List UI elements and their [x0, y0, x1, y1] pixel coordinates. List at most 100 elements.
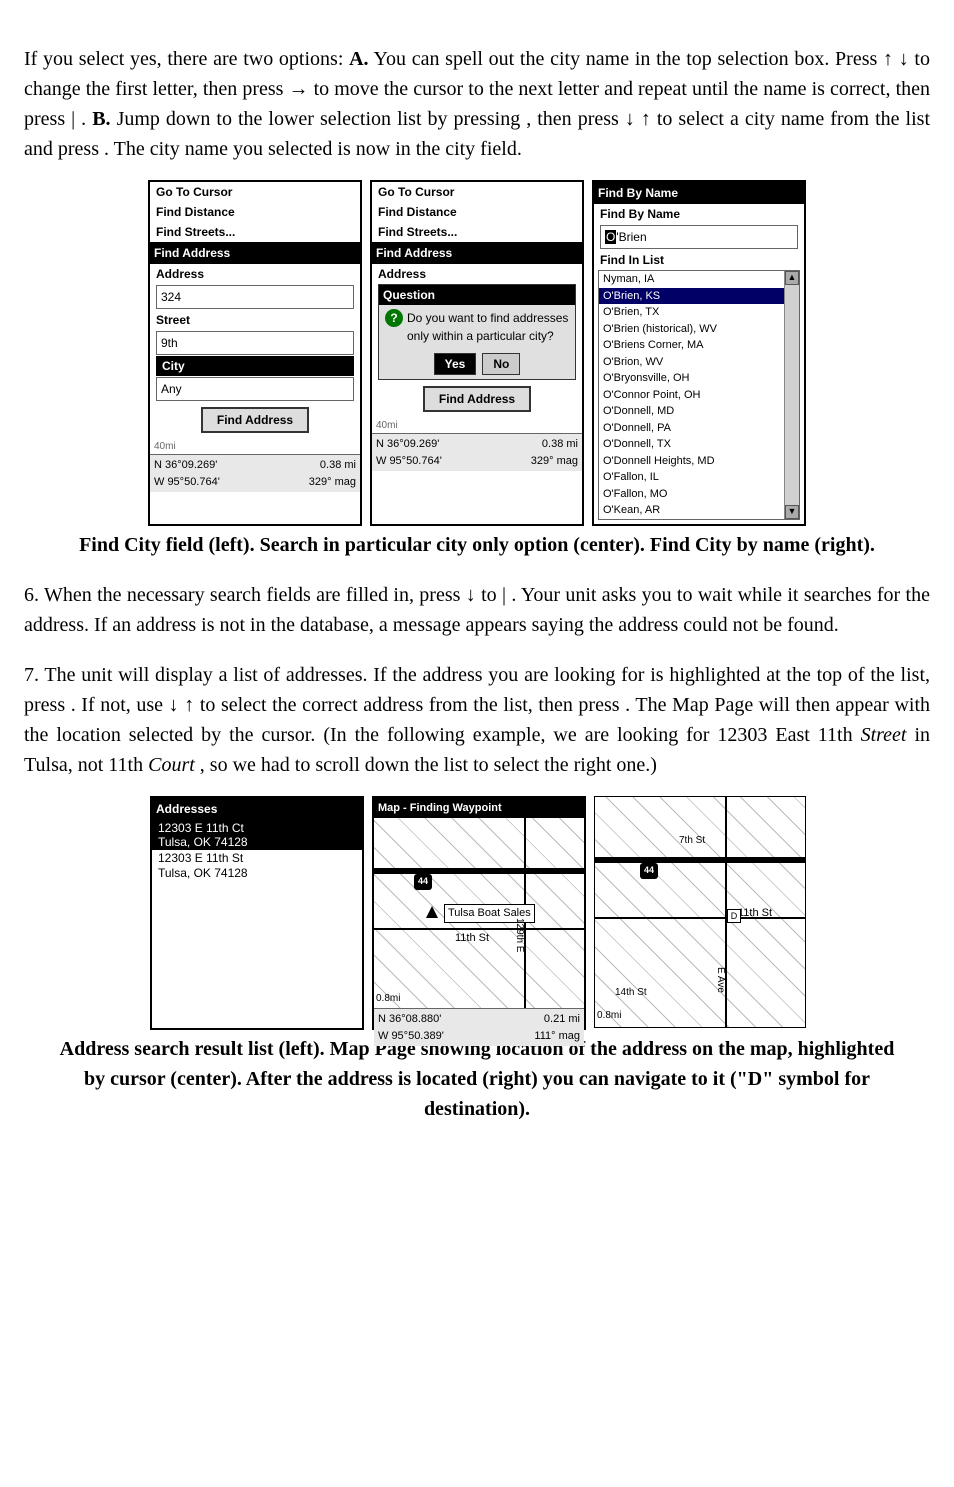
p1-b: A. [349, 48, 368, 70]
coord-n: N 36°09.269' [376, 436, 442, 453]
menu-item[interactable]: Find Distance [372, 202, 582, 222]
gps-center: Go To Cursor Find Distance Find Streets.… [370, 180, 584, 526]
p1-f: B. [92, 108, 110, 130]
addr-line1: 12303 E 11th Ct [158, 821, 244, 835]
address-result[interactable]: 12303 E 11th St Tulsa, OK 74128 [152, 850, 362, 881]
coord-footer: N 36°09.269' W 95°50.764' 0.38 mi 329° m… [150, 454, 360, 492]
addr-line1: 12303 E 11th St [158, 851, 243, 865]
map-destination: 44 7th St 11th St 14th St E Ave D 0.8mi [594, 796, 804, 1026]
yes-button[interactable]: Yes [434, 353, 477, 375]
step-7-paragraph: 7. The unit will display a list of addre… [24, 660, 930, 780]
addresses-title: Addresses [152, 798, 362, 820]
address-label: Address [150, 264, 360, 284]
list-item[interactable]: O'Connor Point, OH [599, 387, 785, 404]
find-address-button[interactable]: Find Address [201, 407, 309, 433]
list-item[interactable]: O'Brien (historical), WV [599, 321, 785, 338]
addresses-box: Addresses 12303 E 11th Ct Tulsa, OK 7412… [150, 796, 364, 1030]
gps-left: Go To Cursor Find Distance Find Streets.… [148, 180, 362, 526]
menu-item[interactable]: Find Distance [150, 202, 360, 222]
question-dialog: Question ? Do you want to find addresses… [378, 284, 576, 380]
address-label: Address [372, 264, 582, 284]
street-label: 14th St [615, 985, 647, 1000]
map-area[interactable]: 44 Tulsa Boat Sales 11th St 129th E 0.8m… [374, 818, 584, 1008]
map-area[interactable]: 44 7th St 11th St 14th St E Ave D 0.8mi [594, 796, 806, 1028]
list-item[interactable]: O'Kean, AR [599, 502, 785, 519]
p1-a: If you select yes, there are two options… [24, 48, 349, 70]
find-by-name-title: Find By Name [594, 182, 804, 204]
p3-d: Street [861, 724, 907, 746]
coord-w: W 95°50.389' [378, 1028, 444, 1045]
p1-i: . The city name you selected is now in t… [104, 138, 522, 160]
p3-b: . If not, use ↓ ↑ to select the correct … [71, 694, 625, 716]
street-input[interactable]: 9th [156, 331, 354, 355]
intro-paragraph: If you select yes, there are two options… [24, 44, 930, 164]
question-icon: ? [385, 309, 403, 327]
city-label: City [156, 356, 354, 376]
ave-label: E Ave [713, 967, 728, 993]
find-address-button[interactable]: Find Address [423, 386, 531, 412]
step-6-paragraph: 6. When the necessary search fields are … [24, 580, 930, 640]
list-item[interactable]: O'Bryonsville, OH [599, 370, 785, 387]
find-address-title: Find Address [150, 242, 360, 264]
addr-line2: Tulsa, OK 74128 [158, 866, 248, 880]
list-item[interactable]: O'Fallon, IL [599, 469, 785, 486]
map-scale: 0.8mi [597, 1008, 621, 1023]
no-button[interactable]: No [482, 353, 520, 375]
p1-d: | [71, 108, 81, 130]
coord-w: W 95°50.764' [376, 453, 442, 470]
list-item[interactable]: O'Brien, TX [599, 304, 785, 321]
list-item[interactable]: O'Brion, WV [599, 354, 785, 371]
question-text: Do you want to find addresses only withi… [407, 309, 569, 345]
street-label: 11th St [452, 930, 492, 947]
coord-footer: N 36°08.880' W 95°50.389' 0.21 mi 111° m… [374, 1008, 584, 1046]
p1-e: . [81, 108, 92, 130]
destination-icon: D [727, 909, 741, 923]
menu-item[interactable]: Go To Cursor [150, 182, 360, 202]
list-item[interactable]: O'Brien, KS [599, 288, 785, 305]
coord-w: W 95°50.764' [154, 474, 220, 491]
menu-item[interactable]: Go To Cursor [372, 182, 582, 202]
street-label: Street [150, 310, 360, 330]
bearing: 111° mag [534, 1028, 580, 1045]
find-by-name-label: Find By Name [594, 204, 804, 224]
list-item[interactable]: O'Fallon, MO [599, 486, 785, 503]
distance: 0.21 mi [534, 1011, 580, 1028]
map-title: Map - Finding Waypoint [374, 798, 584, 819]
coord-footer: N 36°09.269' W 95°50.764' 0.38 mi 329° m… [372, 433, 582, 471]
address-result[interactable]: 12303 E 11th Ct Tulsa, OK 74128 [152, 820, 362, 851]
figure-row-2: Addresses 12303 E 11th Ct Tulsa, OK 7412… [24, 796, 930, 1030]
distance: 0.38 mi [531, 436, 578, 453]
list-item[interactable]: O'Donnell, TX [599, 436, 785, 453]
street-label: 7th St [679, 833, 705, 848]
name-input[interactable]: O'Brien [600, 225, 798, 249]
bearing: 329° mag [309, 474, 356, 491]
coord-n: N 36°09.269' [154, 457, 220, 474]
scroll-down-icon[interactable]: ▼ [785, 505, 799, 519]
menu-item[interactable]: Find Streets... [150, 222, 360, 242]
city-input[interactable]: Any [156, 377, 354, 401]
cursor-icon [426, 906, 438, 918]
menu-item[interactable]: Find Streets... [372, 222, 582, 242]
list-item[interactable]: Nyman, IA [599, 271, 785, 288]
highway-shield: 44 [640, 863, 658, 879]
find-address-title: Find Address [372, 242, 582, 264]
gps-right: Find By Name Find By Name O'Brien Find I… [592, 180, 806, 526]
question-title: Question [379, 285, 575, 305]
find-in-list-label: Find In List [594, 250, 804, 270]
p3-f: Court [148, 754, 195, 776]
map-finding-waypoint: Map - Finding Waypoint 44 Tulsa Boat Sal… [372, 796, 586, 1030]
map-scale: 0.8mi [376, 991, 400, 1006]
scale-label: 40mi [150, 439, 360, 454]
street-label: 11th St [735, 905, 775, 922]
scrollbar[interactable]: ▲ ▼ [784, 271, 799, 519]
figure-row-1: Go To Cursor Find Distance Find Streets.… [24, 180, 930, 526]
list-item[interactable]: O'Donnell Heights, MD [599, 453, 785, 470]
list-item[interactable]: O'Briens Corner, MA [599, 337, 785, 354]
scale-label: 40mi [372, 418, 582, 433]
list-item[interactable]: O'Donnell, PA [599, 420, 785, 437]
list-item[interactable]: O'Donnell, MD [599, 403, 785, 420]
address-input[interactable]: 324 [156, 285, 354, 309]
p1-g: Jump down to the lower selection list by… [117, 108, 527, 130]
scroll-up-icon[interactable]: ▲ [785, 271, 799, 285]
highway-shield: 44 [414, 874, 432, 890]
